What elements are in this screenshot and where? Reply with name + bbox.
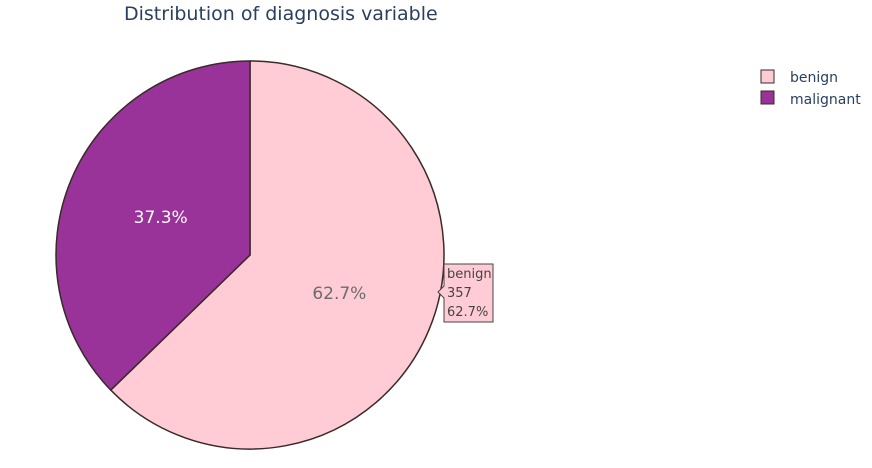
pie-slices xyxy=(55,60,445,450)
slice-percent-label-malignant: 37.3% xyxy=(134,208,188,228)
legend-swatch-benign xyxy=(760,69,775,84)
tooltip-line-percent: 62.7% xyxy=(447,305,488,320)
tooltip-box xyxy=(437,263,494,323)
chart-title: Distribution of diagnosis variable xyxy=(124,3,438,25)
slice-percent-label-benign: 62.7% xyxy=(312,284,366,304)
legend-item-malignant[interactable]: malignant xyxy=(760,90,861,108)
legend: benign malignant xyxy=(760,69,861,108)
legend-swatch-malignant xyxy=(760,90,775,105)
legend-label-benign: benign xyxy=(790,70,838,86)
pie-slice-labels: 62.7% 37.3% xyxy=(134,208,367,304)
tooltip-line-value: 357 xyxy=(447,286,472,301)
pie-slice-malignant[interactable] xyxy=(55,60,251,392)
tooltip-line-label: benign xyxy=(447,267,492,282)
hover-tooltip: benign 357 62.7% xyxy=(437,263,494,323)
pie-slice-benign[interactable] xyxy=(109,60,445,450)
legend-label-malignant: malignant xyxy=(790,92,861,108)
legend-item-benign[interactable]: benign xyxy=(760,69,838,86)
